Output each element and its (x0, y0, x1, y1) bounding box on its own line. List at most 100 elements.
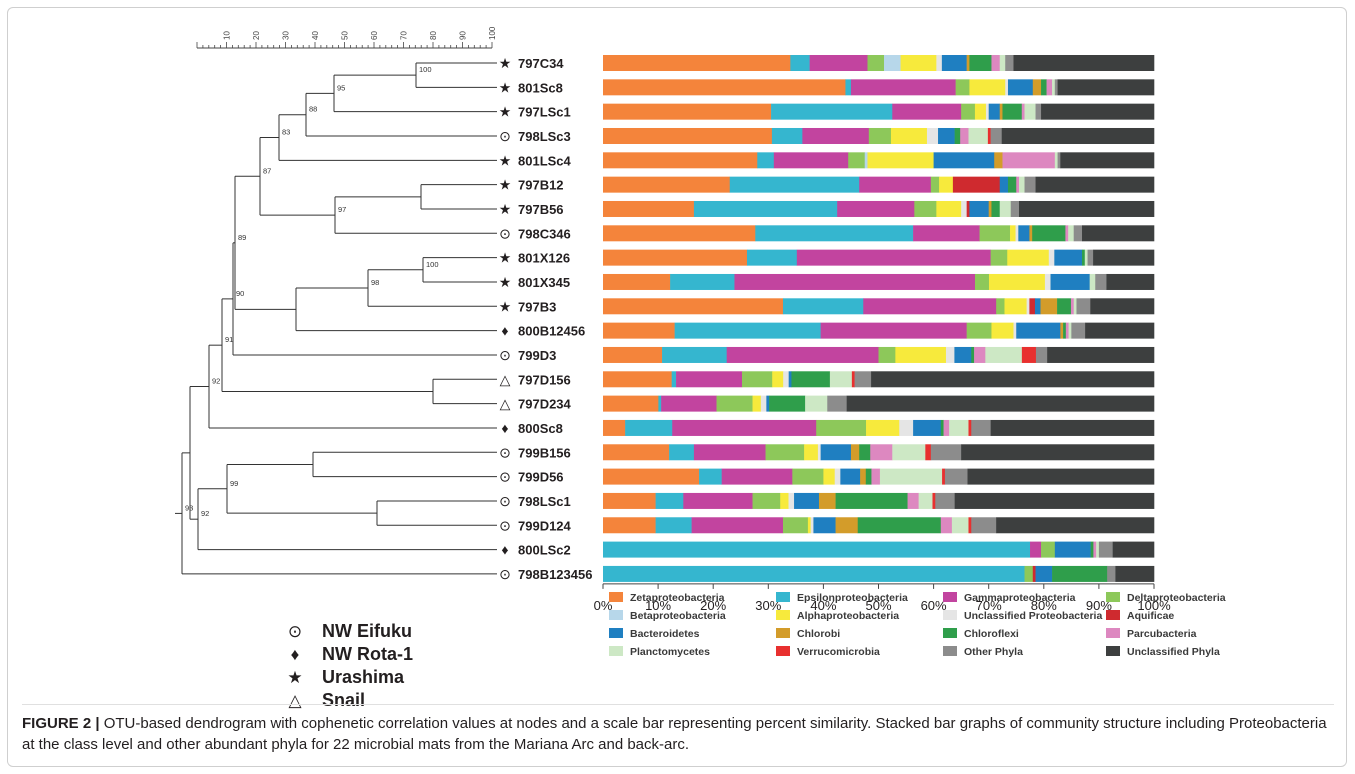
bar-segment (1004, 298, 1027, 315)
node-label: 98 (371, 278, 379, 287)
bar-segment (1029, 225, 1033, 242)
bar-segment (967, 468, 1155, 485)
bar-segment (669, 444, 695, 461)
legend-swatch (943, 646, 957, 656)
bar-segment (603, 103, 772, 120)
bar-segment (721, 468, 793, 485)
bar-segment (603, 517, 656, 534)
legend-label: Zetaproteobacteria (630, 592, 725, 604)
bar-segment (683, 492, 753, 509)
bar-segment (755, 225, 914, 242)
circle-dot-icon: ⊙ (499, 469, 511, 485)
bar-segment (788, 371, 792, 388)
circle-dot-icon: ⊙ (499, 444, 511, 460)
bar-segment (1047, 346, 1155, 363)
scale-label-group: 60 (370, 31, 379, 40)
bar-segment (780, 492, 789, 509)
circle-dot-icon: ⊙ (499, 225, 511, 241)
legend-label: Aquificae (1127, 610, 1174, 622)
bar-segment (796, 249, 991, 266)
bar-segment (1090, 298, 1155, 315)
bar-segment (991, 200, 1001, 217)
sample-label: 797B12 (518, 178, 564, 193)
bar-segment (1093, 541, 1097, 558)
sample-label: 799D3 (518, 348, 556, 363)
bar-segment (603, 249, 748, 266)
bar-segment (907, 492, 919, 509)
bar-segment (1115, 565, 1155, 582)
bar-segment (871, 468, 881, 485)
bar-segment (802, 127, 870, 144)
bar-segment (827, 395, 847, 412)
phylum-legend: Zetaproteobacteria Epsilonproteobacteria G… (609, 592, 1226, 658)
legend-swatch (609, 628, 623, 638)
bar-segment (603, 298, 784, 315)
bar-segment (1054, 541, 1091, 558)
bar-segment (1068, 322, 1072, 339)
bar-segment (603, 346, 663, 363)
diamond-icon: ♦ (501, 323, 508, 339)
bar-segment (771, 127, 803, 144)
bar-segment (835, 492, 908, 509)
diamond-icon: ♦ (501, 542, 508, 558)
caption-label: FIGURE 2 | (22, 715, 100, 732)
bar-segment (1001, 127, 1155, 144)
bar-segment (840, 468, 861, 485)
node-label: 95 (337, 83, 345, 92)
bar-segment (938, 127, 955, 144)
node-label: 83 (282, 128, 290, 137)
bar-segment (914, 200, 937, 217)
bar-segment (1032, 565, 1036, 582)
scale-label: 90 (459, 31, 468, 40)
bar-segment (866, 419, 900, 436)
bar-segment (1005, 55, 1014, 71)
sample-label: 800B12456 (518, 324, 585, 339)
bar-segment (871, 371, 1155, 388)
bar-segment (807, 517, 811, 534)
legend-label: Deltaproteobacteria (1127, 592, 1226, 604)
bar-segment (999, 103, 1003, 120)
bar-segment (792, 468, 824, 485)
bar-segment (1021, 103, 1025, 120)
bar-segment (655, 517, 692, 534)
bar-segment (1089, 273, 1096, 290)
node-label: 93 (185, 503, 193, 512)
bar-segment (940, 419, 944, 436)
bar-segment (878, 346, 896, 363)
bar-segment (867, 55, 885, 71)
bar-segment (974, 346, 986, 363)
bar-segment (952, 176, 1001, 193)
bar-segment (820, 322, 967, 339)
node-label: 90 (236, 289, 244, 298)
bar-segment (1095, 273, 1107, 290)
bar-segment (988, 103, 1001, 120)
legend-label: Verrucomicrobia (797, 646, 880, 658)
bar-segment (864, 152, 868, 169)
bar-segment (1082, 225, 1155, 242)
bar-segment (699, 468, 722, 485)
scale-label-group: 10 (223, 31, 232, 40)
bar-segment (804, 444, 819, 461)
bar-segment (1016, 322, 1061, 339)
bar-segment (662, 346, 727, 363)
sample-label: 799D56 (518, 470, 564, 485)
bar-segment (850, 79, 956, 96)
bar-segment (918, 492, 933, 509)
bar-segment (1007, 249, 1050, 266)
bar-segment (961, 103, 976, 120)
bar-segment (1002, 103, 1023, 120)
legend-swatch (1106, 592, 1120, 602)
bar-segment (999, 55, 1006, 71)
bar-segment (603, 225, 756, 242)
bar-segment (1098, 541, 1113, 558)
bar-segment (1107, 565, 1116, 582)
bar-segment (676, 371, 743, 388)
bar-segment (969, 200, 989, 217)
bar-segment (816, 419, 867, 436)
node-label: 89 (238, 233, 246, 242)
bar-segment (890, 127, 928, 144)
bar-segment (996, 298, 1005, 315)
x-tick-label: 70% (976, 598, 1002, 613)
bar-segment (760, 395, 767, 412)
bar-segment (1073, 225, 1083, 242)
